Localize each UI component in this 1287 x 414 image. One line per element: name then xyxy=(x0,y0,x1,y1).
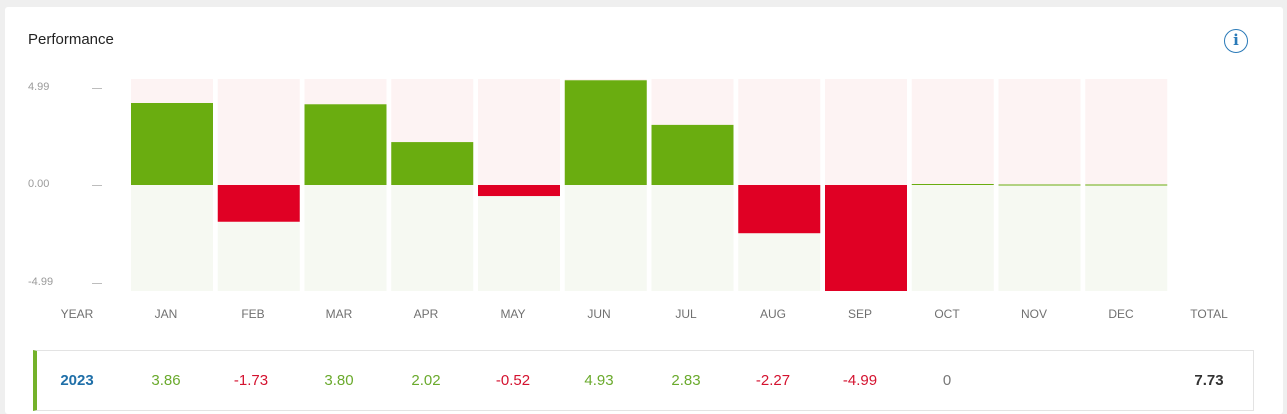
header-jul: JUL xyxy=(675,307,697,321)
bar-jun xyxy=(564,80,647,185)
bar-dec xyxy=(1085,184,1168,186)
bar-may xyxy=(478,185,560,197)
cell-jun: 4.93 xyxy=(584,372,614,389)
header-dec: DEC xyxy=(1108,307,1134,321)
cell-jul: 2.83 xyxy=(671,372,701,389)
cell-feb: -1.73 xyxy=(233,372,269,389)
table-header-row: YEAR JAN FEB MAR APR MAY JUN JUL AUG SEP… xyxy=(0,307,1287,327)
bg-upper-oct xyxy=(911,79,994,185)
cell-aug: -2.27 xyxy=(755,372,791,389)
bg-lower-jul xyxy=(651,185,734,291)
bg-lower-apr xyxy=(391,185,474,291)
bar-jan xyxy=(131,103,213,185)
cell-total: 7.73 xyxy=(1194,372,1224,389)
header-apr: APR xyxy=(413,307,439,321)
bg-upper-dec xyxy=(1085,79,1168,185)
bg-lower-jun xyxy=(564,185,647,291)
bar-oct xyxy=(911,184,994,185)
header-oct: OCT xyxy=(934,307,960,321)
header-aug: AUG xyxy=(759,307,786,321)
bar-sep xyxy=(825,185,907,291)
bg-upper-may xyxy=(478,79,560,185)
bg-lower-jan xyxy=(131,185,213,291)
bar-mar xyxy=(304,104,387,185)
cell-oct: 0 xyxy=(942,372,952,389)
y-tick-zero: 0.00 xyxy=(28,178,50,190)
bar-feb xyxy=(217,185,300,222)
header-total: TOTAL xyxy=(1190,307,1228,321)
bg-upper-nov xyxy=(998,79,1081,185)
bg-lower-nov xyxy=(998,185,1081,291)
cell-jan: 3.86 xyxy=(151,372,181,389)
header-jun: JUN xyxy=(587,307,611,321)
header-may: MAY xyxy=(500,307,526,321)
header-sep: SEP xyxy=(847,307,872,321)
header-mar: MAR xyxy=(325,307,353,321)
cell-sep: -4.99 xyxy=(842,372,878,389)
header-jan: JAN xyxy=(154,307,178,321)
bg-upper-aug xyxy=(738,79,821,185)
info-icon[interactable]: i xyxy=(1224,29,1248,53)
table-row xyxy=(33,350,1254,411)
bg-lower-oct xyxy=(911,185,994,291)
cell-mar: 3.80 xyxy=(324,372,354,389)
bar-aug xyxy=(738,185,821,234)
y-tick-max: 4.99 xyxy=(28,81,50,93)
bg-upper-feb xyxy=(217,79,300,185)
y-tick-mark-max xyxy=(92,88,102,89)
bar-jul xyxy=(651,124,734,185)
cell-apr: 2.02 xyxy=(411,372,441,389)
cell-may: -0.52 xyxy=(495,372,531,389)
bg-lower-mar xyxy=(304,185,387,291)
header-nov: NOV xyxy=(1020,307,1047,321)
bg-lower-may xyxy=(478,185,560,291)
y-tick-min: -4.99 xyxy=(28,276,54,288)
bg-upper-sep xyxy=(825,79,907,185)
bar-apr xyxy=(391,142,474,185)
bg-lower-dec xyxy=(1085,185,1168,291)
header-year: YEAR xyxy=(60,307,94,321)
y-tick-mark-min xyxy=(92,283,102,284)
card-title: Performance xyxy=(28,31,114,48)
header-feb: FEB xyxy=(241,307,265,321)
year-2023-link[interactable]: 2023 xyxy=(60,372,94,389)
bar-nov xyxy=(998,184,1081,186)
y-tick-mark-zero xyxy=(92,185,102,186)
